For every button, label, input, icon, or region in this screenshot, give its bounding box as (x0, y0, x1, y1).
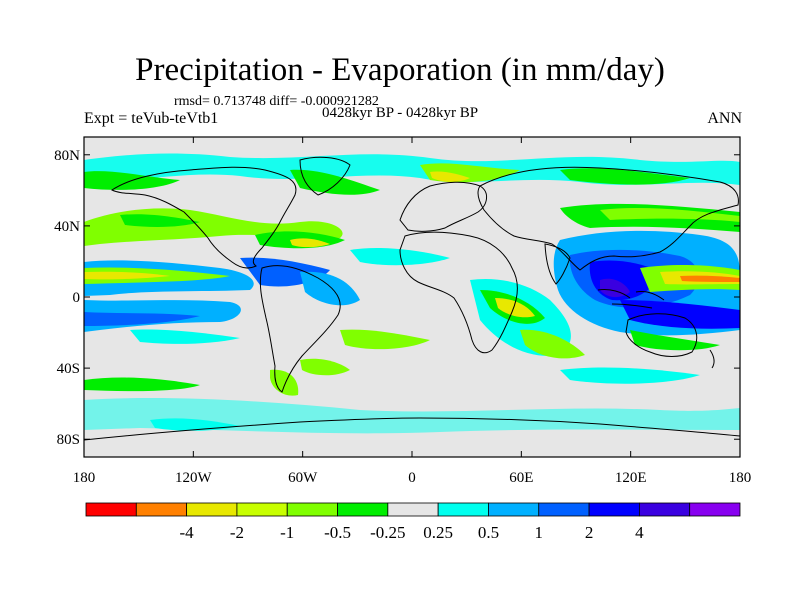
field-shading (84, 153, 740, 434)
colorbar-label: -4 (180, 523, 195, 542)
x-tick-label: 0 (408, 470, 416, 486)
colorbar-label: 0.5 (478, 523, 499, 542)
colorbar-label: -2 (230, 523, 244, 542)
colorbar-label: 2 (585, 523, 594, 542)
y-tick-label: 80N (54, 148, 80, 164)
stats-line: rmsd= 0.713748 diff= -0.000921282 (174, 94, 379, 109)
y-tick-label: 40N (54, 219, 80, 235)
colorbar-label: -0.5 (324, 523, 351, 542)
y-tick-label: 40S (57, 361, 80, 377)
coast-asia (477, 166, 739, 271)
x-tick-label: 120E (615, 470, 647, 486)
coast-africa (399, 231, 518, 354)
colorbar-swatch (488, 502, 540, 517)
colorbar-label: 1 (535, 523, 544, 542)
colorbar-swatch (538, 502, 590, 517)
x-tick-label: 60W (288, 470, 318, 486)
experiment-label: Expt = teVub-teVtb1 (84, 110, 219, 127)
axis-ticks: 180 120W 60W 0 60E 120E 180 80N 40N 0 40S 80S (54, 137, 751, 486)
x-tick-label: 180 (73, 470, 96, 486)
colorbar-label: 4 (635, 523, 644, 542)
colorbar-swatch (337, 502, 389, 517)
coast-greenland (299, 156, 351, 196)
colorbar-swatch (236, 502, 288, 517)
colorbar-swatch (135, 502, 188, 517)
colorbar-label: 0.25 (423, 523, 453, 542)
coast-new-zealand (709, 349, 715, 369)
colorbar-label: -0.25 (370, 523, 405, 542)
x-tick-label: 120W (175, 470, 213, 486)
coast-indonesia (597, 289, 665, 309)
coast-australia (625, 313, 698, 357)
y-tick-label: 80S (57, 432, 80, 448)
colorbar-label: -1 (280, 523, 294, 542)
x-tick-label: 180 (729, 470, 752, 486)
colorbar-swatch (186, 502, 238, 517)
colorbar-swatch (286, 502, 338, 517)
colorbar-swatch (689, 502, 741, 517)
colorbar-swatch (387, 502, 439, 517)
colorbar-swatch (85, 502, 137, 517)
colorbar-swatch (588, 502, 640, 517)
period-line: 0428kyr BP - 0428kyr BP (322, 105, 479, 121)
coast-europe (399, 181, 487, 232)
colorbar: -4 -2 -1 -0.5 -0.25 0.25 0.5 1 2 4 (85, 502, 741, 542)
coast-north-america (111, 166, 297, 269)
colorbar-swatch (638, 502, 691, 517)
coast-south-america (259, 265, 341, 393)
x-tick-label: 60E (509, 470, 533, 486)
coast-india (544, 243, 571, 285)
coastlines (84, 156, 740, 441)
map-title: Precipitation - Evaporation (in mm/day) (135, 52, 665, 88)
colorbar-swatch (437, 502, 489, 517)
coast-antarctica (84, 417, 740, 441)
y-tick-label: 0 (73, 290, 81, 306)
season-label: ANN (707, 110, 742, 127)
